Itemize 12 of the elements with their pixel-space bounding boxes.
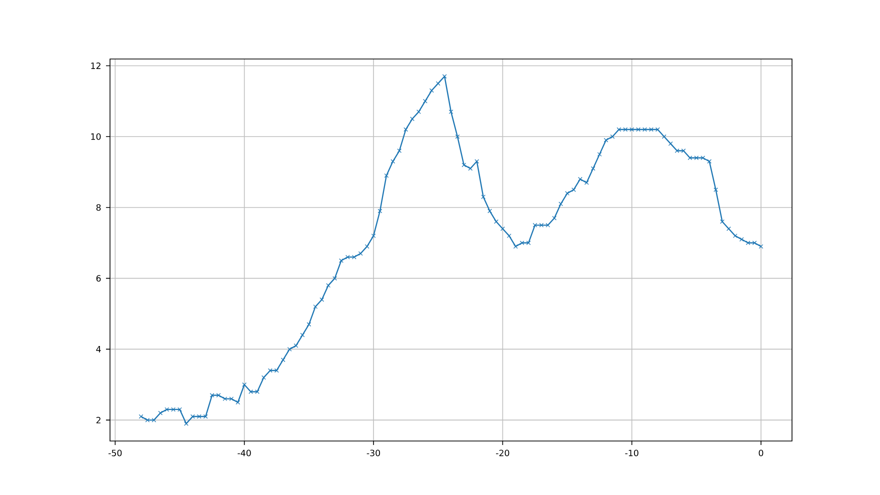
y-tick-label: 10 [91,133,101,140]
x-tick-label: -20 [496,450,510,456]
x-tick-label: -10 [625,450,638,456]
x-tick-label: 0 [758,450,764,456]
y-tick-label: 12 [91,62,100,69]
y-tick-label: 6 [96,275,101,282]
x-tick-label: -40 [238,450,251,456]
x-tick-label: -30 [366,450,380,456]
y-tick-label: 4 [96,346,101,352]
y-tick-label: 8 [96,204,101,211]
y-tick-label: 2 [96,416,100,424]
x-tick-label: -50 [108,450,122,456]
